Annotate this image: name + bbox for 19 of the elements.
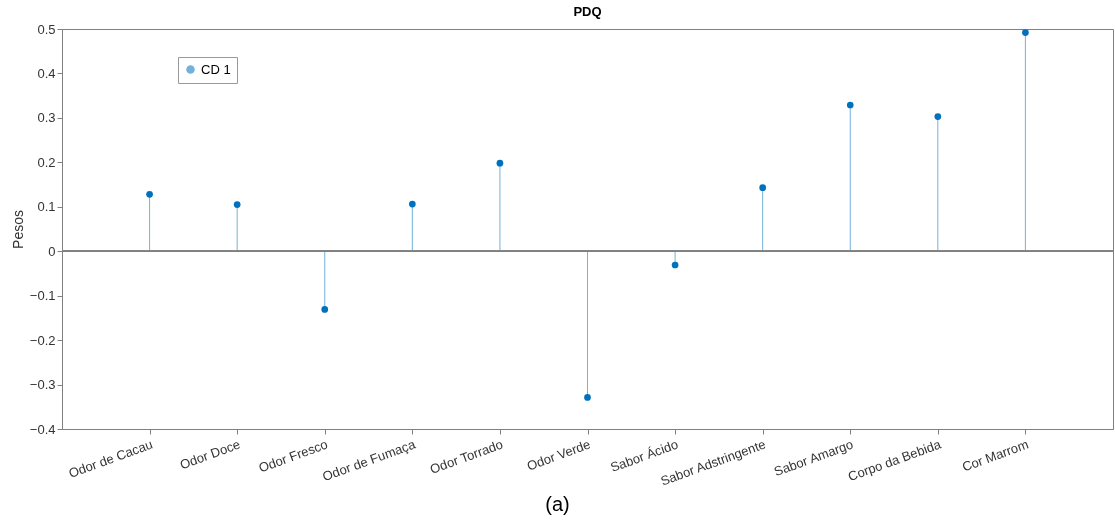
x-tick-label: Odor Verde xyxy=(524,436,593,474)
y-tick-label: −0.1 xyxy=(29,288,56,304)
text: (a) xyxy=(544,493,571,516)
y-tick-label: 0.1 xyxy=(37,199,56,215)
x-tick-label: Odor Torrado xyxy=(427,436,505,477)
x-tick-label: Odor Doce xyxy=(177,436,243,473)
y-tick-label: 0.2 xyxy=(37,154,56,170)
y-tick-label: 0.3 xyxy=(37,110,56,126)
y-tick-label: 0.4 xyxy=(37,65,56,81)
y-tick-label: 0 xyxy=(48,243,56,259)
y-tick-label: −0.3 xyxy=(29,377,56,393)
legend-label: CD 1 xyxy=(201,61,231,77)
chart-title: PDQ xyxy=(573,4,602,19)
y-tick-label: −0.4 xyxy=(29,421,56,437)
y-axis-title: Pesos xyxy=(9,210,26,249)
y-tick-label: −0.2 xyxy=(29,332,56,348)
x-tick-label: Odor de Cacau xyxy=(66,436,155,481)
y-tick-label: 0.5 xyxy=(37,21,56,37)
x-tick-label: Cor Marrom xyxy=(960,436,1031,475)
